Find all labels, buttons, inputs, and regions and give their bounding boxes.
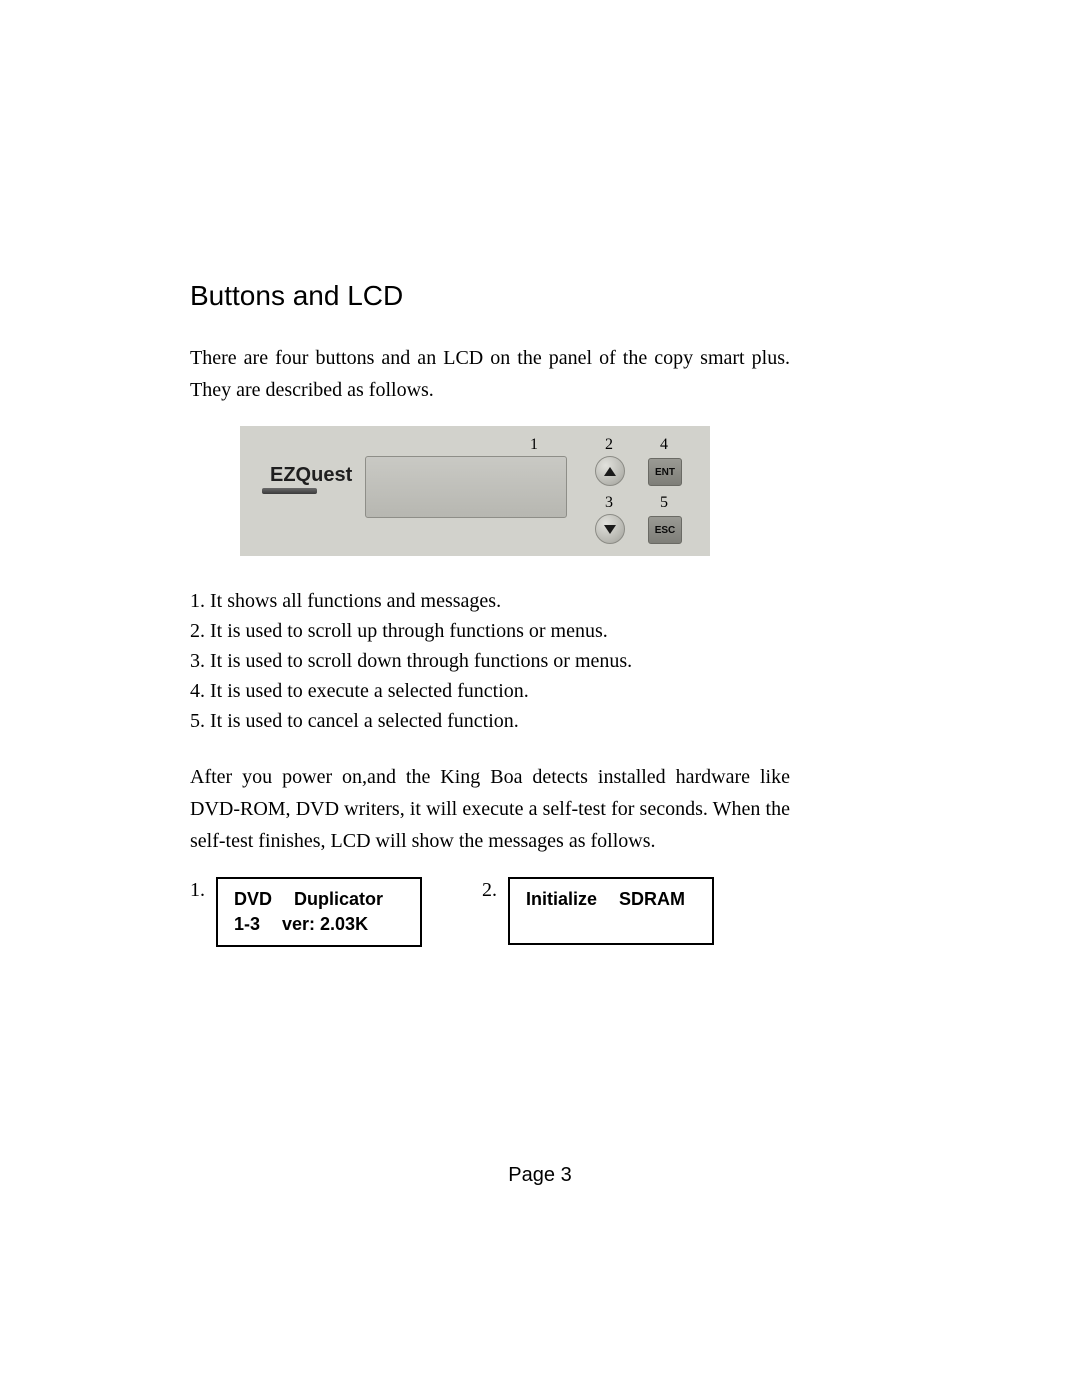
lcd-text: SDRAM xyxy=(619,887,685,912)
lcd-screen xyxy=(365,456,567,518)
label-2: 2 xyxy=(605,436,613,454)
lcd-text: Initialize xyxy=(526,887,597,912)
lcd-message-box: Initialize SDRAM xyxy=(508,877,714,945)
ent-button[interactable]: ENT xyxy=(648,458,682,486)
example-number: 1. xyxy=(190,879,208,902)
lcd-examples: 1. DVD Duplicator 1-3 ver: 2.03K 2. xyxy=(190,877,790,947)
post-paragraph: After you power on,and the King Boa dete… xyxy=(190,761,790,857)
page-footer: Page 3 xyxy=(0,1164,1080,1187)
brand-underline xyxy=(262,488,317,494)
lcd-text: Duplicator xyxy=(294,887,383,912)
content-area: Buttons and LCD There are four buttons a… xyxy=(190,280,790,947)
arrow-up-icon xyxy=(604,467,616,476)
arrow-down-icon xyxy=(604,525,616,534)
descriptions-list: 1. It shows all functions and messages. … xyxy=(190,586,790,736)
esc-button[interactable]: ESC xyxy=(648,516,682,544)
desc-item: 2. It is used to scroll up through funct… xyxy=(190,616,790,646)
lcd-message-box: DVD Duplicator 1-3 ver: 2.03K xyxy=(216,877,422,947)
desc-item: 4. It is used to execute a selected func… xyxy=(190,676,790,706)
lcd-text: 1-3 xyxy=(234,912,260,937)
label-4: 4 xyxy=(660,436,668,454)
lcd-text: ver: 2.03K xyxy=(282,912,368,937)
desc-item: 3. It is used to scroll down through fun… xyxy=(190,646,790,676)
label-3: 3 xyxy=(605,494,613,512)
lcd-example-2: 2. Initialize SDRAM xyxy=(482,877,714,947)
page: Buttons and LCD There are four buttons a… xyxy=(0,0,1080,1397)
desc-item: 5. It is used to cancel a selected funct… xyxy=(190,706,790,736)
brand-label: EZQuest xyxy=(270,464,352,487)
lcd-text: DVD xyxy=(234,887,272,912)
section-heading: Buttons and LCD xyxy=(190,280,790,312)
device-panel-diagram: EZQuest 1 2 3 4 5 ENT ESC xyxy=(240,426,710,556)
down-button[interactable] xyxy=(595,514,625,544)
intro-paragraph: There are four buttons and an LCD on the… xyxy=(190,342,790,406)
lcd-example-1: 1. DVD Duplicator 1-3 ver: 2.03K xyxy=(190,877,422,947)
label-5: 5 xyxy=(660,494,668,512)
desc-item: 1. It shows all functions and messages. xyxy=(190,586,790,616)
label-1: 1 xyxy=(530,436,538,454)
up-button[interactable] xyxy=(595,456,625,486)
example-number: 2. xyxy=(482,879,500,902)
